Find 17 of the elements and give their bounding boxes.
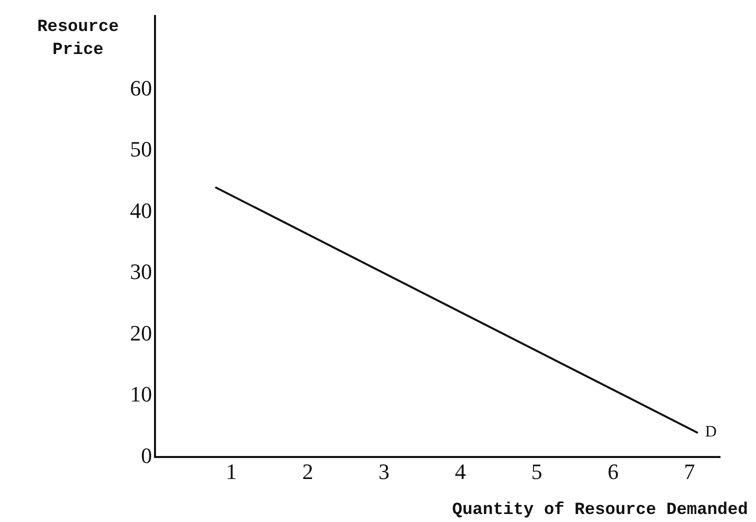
y-tick-label: 30 <box>130 259 152 284</box>
x-tick-label: 5 <box>531 458 542 484</box>
x-tick-label: 6 <box>608 458 619 484</box>
y-axis-title: Resource Price <box>37 18 119 60</box>
x-axis-title: Quantity of Resource Demanded <box>452 500 748 520</box>
x-tick-label: 1 <box>226 458 237 484</box>
y-tick-label: 50 <box>130 136 152 162</box>
x-tick-label: 4 <box>454 458 466 484</box>
x-tick-label: 7 <box>684 458 695 484</box>
y-tick-label: 40 <box>130 198 152 223</box>
y-tick-label: 0 <box>141 442 152 468</box>
x-tick-label: 2 <box>302 458 314 484</box>
y-tick-label: 60 <box>130 75 152 100</box>
y-tick-label: 10 <box>130 382 152 407</box>
x-tick-label: 3 <box>378 458 390 484</box>
y-tick-label: 20 <box>130 320 152 346</box>
annotation: D <box>705 424 717 441</box>
